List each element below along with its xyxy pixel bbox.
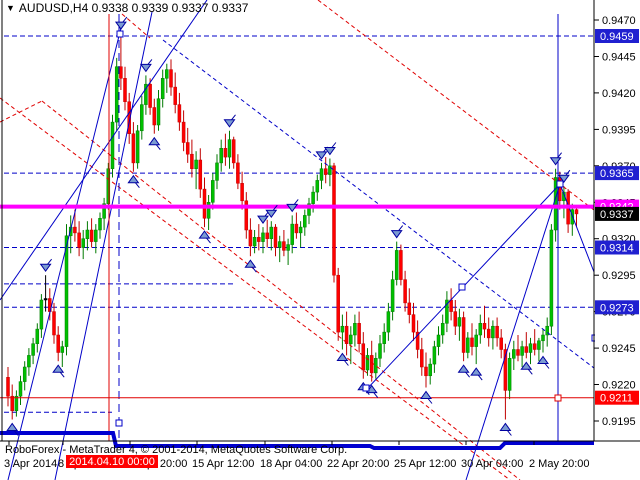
svg-text:0.9245: 0.9245	[602, 343, 636, 355]
svg-text:0.9295: 0.9295	[602, 270, 636, 282]
price-axis[interactable]: 0.94700.94450.94200.93950.93700.93450.93…	[0, 0, 640, 442]
price-badge: 0.9314	[595, 240, 639, 255]
trendlines[interactable]	[0, 0, 595, 480]
price-badge: 0.9459	[595, 29, 639, 43]
dashed-trendlines[interactable]	[0, 0, 595, 480]
svg-text:15 Apr 12:00: 15 Apr 12:00	[192, 458, 254, 470]
thick-support-line[interactable]	[0, 431, 594, 450]
price-badge: 0.9211	[595, 390, 639, 405]
svg-text:0.9337: 0.9337	[600, 209, 634, 221]
chart-title: AUDUSD,H4 0.9338 0.9339 0.9337 0.9337	[18, 1, 249, 15]
collapse-triangle-icon[interactable]: ▼	[6, 3, 15, 13]
svg-text:30 Apr 04:00: 30 Apr 04:00	[461, 458, 523, 470]
svg-text:0.9395: 0.9395	[602, 124, 636, 136]
svg-text:0.9211: 0.9211	[600, 393, 633, 405]
price-badge: 0.9365	[595, 166, 639, 181]
svg-text:0.9470: 0.9470	[602, 15, 636, 27]
price-badge: 0.9337	[595, 206, 639, 221]
svg-text:0.9195: 0.9195	[602, 416, 636, 428]
candles	[6, 33, 579, 420]
svg-text:0.9314: 0.9314	[600, 243, 634, 255]
svg-text:0.9220: 0.9220	[602, 380, 636, 392]
svg-text:0.9459: 0.9459	[600, 31, 634, 43]
chart-title-bar: ▼ AUDUSD,H4 0.9338 0.9339 0.9337 0.9337	[6, 1, 249, 15]
copyright-text: RoboForex - MetaTrader 4, © 2001-2014, M…	[5, 444, 348, 456]
svg-text:2014.04.10 00:00: 2014.04.10 00:00	[69, 456, 155, 468]
dashed-levels[interactable]	[4, 35, 594, 413]
price-badge: 0.9273	[595, 300, 639, 315]
svg-text:2 May 20:00: 2 May 20:00	[529, 458, 590, 470]
fractal-arrows	[6, 16, 571, 436]
vertical-lines[interactable]	[108, 14, 559, 441]
svg-text:0.9445: 0.9445	[602, 52, 636, 64]
svg-text:0.9365: 0.9365	[600, 168, 634, 180]
svg-text:25 Apr 12:00: 25 Apr 12:00	[394, 458, 456, 470]
svg-text:0.9420: 0.9420	[602, 88, 636, 100]
svg-text:22 Apr 20:00: 22 Apr 20:00	[327, 458, 389, 470]
horizontal-lines[interactable]	[0, 204, 594, 399]
svg-text:18 Apr 04:00: 18 Apr 04:00	[260, 458, 322, 470]
svg-text:0.9273: 0.9273	[600, 302, 634, 314]
svg-text:3 Apr 2014: 3 Apr 2014	[4, 458, 57, 470]
date-badge: 2014.04.10 00:00	[66, 455, 158, 468]
